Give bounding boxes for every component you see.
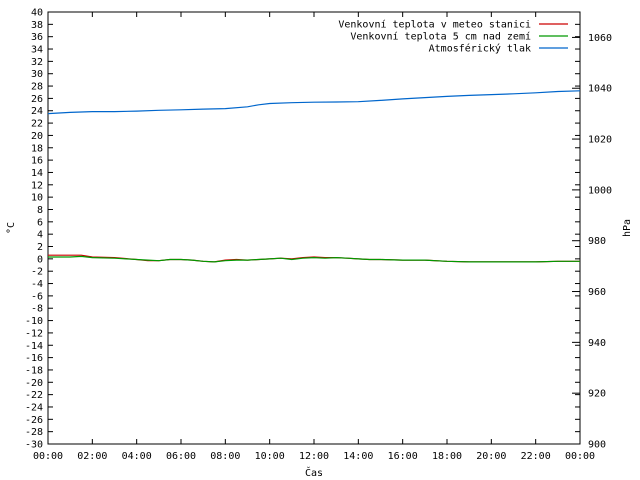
left-tick-label: 22 bbox=[31, 119, 43, 130]
left-tick-label: -6 bbox=[31, 291, 43, 302]
series-line-1 bbox=[48, 255, 580, 263]
x-tick-label: 14:00 bbox=[343, 451, 373, 462]
left-tick-label: 12 bbox=[31, 180, 43, 191]
right-tick-label: 1060 bbox=[588, 33, 612, 44]
right-tick-label: 940 bbox=[588, 338, 606, 349]
left-tick-label: -4 bbox=[31, 279, 43, 290]
x-tick-label: 02:00 bbox=[77, 451, 107, 462]
x-tick-label: 10:00 bbox=[255, 451, 285, 462]
left-tick-label: -22 bbox=[25, 390, 43, 401]
left-tick-label: 24 bbox=[31, 106, 43, 117]
legend-label-2: Atmosférický tlak bbox=[429, 43, 531, 55]
left-tick-label: 8 bbox=[37, 205, 43, 216]
right-tick-label: 920 bbox=[588, 389, 606, 400]
left-tick-label: 16 bbox=[31, 156, 43, 167]
legend-label-1: Venkovní teplota 5 cm nad zemí bbox=[350, 31, 531, 43]
left-tick-label: -28 bbox=[25, 427, 43, 438]
left-tick-label: -12 bbox=[25, 328, 43, 339]
right-tick-label: 900 bbox=[588, 440, 606, 451]
x-tick-label: 00:00 bbox=[33, 451, 63, 462]
left-tick-label: 28 bbox=[31, 82, 43, 93]
left-tick-label: 38 bbox=[31, 20, 43, 31]
series-group bbox=[47, 90, 581, 263]
left-tick-label: -26 bbox=[25, 415, 43, 426]
x-tick-label: 08:00 bbox=[210, 451, 240, 462]
series-line-2 bbox=[47, 90, 581, 115]
left-tick-label: 2 bbox=[37, 242, 43, 253]
x-tick-label: 06:00 bbox=[166, 451, 196, 462]
x-tick-label: 16:00 bbox=[388, 451, 418, 462]
x-tick-label: 22:00 bbox=[521, 451, 551, 462]
left-tick-label: 36 bbox=[31, 32, 43, 43]
x-tick-label: 04:00 bbox=[122, 451, 152, 462]
right-tick-label: 960 bbox=[588, 287, 606, 298]
legend: Venkovní teplota v meteo staniciVenkovní… bbox=[338, 19, 568, 55]
x-axis: 00:00 02:00 04:00 06:00 08:00 10:00 12:00 14:00… bbox=[33, 12, 595, 462]
x-tick-label: 00:00 bbox=[565, 451, 595, 462]
left-tick-label: 18 bbox=[31, 143, 43, 154]
left-tick-label: 34 bbox=[31, 45, 43, 56]
left-tick-label: -10 bbox=[25, 316, 43, 327]
right-tick-label: 980 bbox=[588, 236, 606, 247]
y-axis-label-right: hPa bbox=[622, 219, 633, 237]
x-axis-label: Čas bbox=[305, 466, 323, 479]
left-tick-label: -18 bbox=[25, 365, 43, 376]
left-tick-label: -8 bbox=[31, 304, 43, 315]
left-tick-label: 20 bbox=[31, 131, 43, 142]
left-tick-label: 4 bbox=[37, 230, 43, 241]
left-tick-label: 10 bbox=[31, 193, 43, 204]
right-axis: 900 920 940 960 980 1000 1020 1040 1060 bbox=[572, 33, 612, 451]
left-axis: -30-28-26-24-22-20-18-16-14-12-10-8-6-4-… bbox=[25, 8, 580, 451]
left-tick-label: 6 bbox=[37, 217, 43, 228]
left-tick-label: 0 bbox=[37, 254, 43, 265]
plot-frame bbox=[47, 11, 581, 445]
legend-label-0: Venkovní teplota v meteo stanici bbox=[338, 19, 531, 31]
y-axis-label-left: °C bbox=[6, 222, 17, 234]
left-tick-label: -24 bbox=[25, 402, 43, 413]
left-tick-label: 26 bbox=[31, 94, 43, 105]
left-tick-label: -2 bbox=[31, 267, 43, 278]
x-tick-label: 20:00 bbox=[476, 451, 506, 462]
left-tick-label: 32 bbox=[31, 57, 43, 68]
left-tick-label: -30 bbox=[25, 440, 43, 451]
left-tick-label: 40 bbox=[31, 8, 43, 19]
right-tick-label: 1040 bbox=[588, 84, 612, 95]
right-tick-label: 1020 bbox=[588, 135, 612, 146]
right-tick-label: 1000 bbox=[588, 185, 612, 196]
left-tick-label: -16 bbox=[25, 353, 43, 364]
left-tick-label: -20 bbox=[25, 378, 43, 389]
left-tick-label: -14 bbox=[25, 341, 43, 352]
left-tick-label: 30 bbox=[31, 69, 43, 80]
left-tick-label: 14 bbox=[31, 168, 43, 179]
x-tick-label: 18:00 bbox=[432, 451, 462, 462]
x-tick-label: 12:00 bbox=[299, 451, 329, 462]
